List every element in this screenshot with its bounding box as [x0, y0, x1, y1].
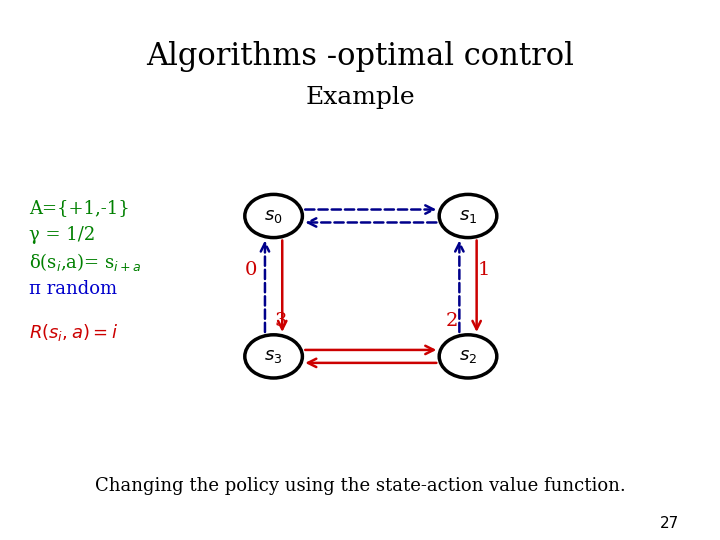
Text: Changing the policy using the state-action value function.: Changing the policy using the state-acti… [94, 477, 626, 495]
Text: γ = 1/2: γ = 1/2 [29, 226, 95, 244]
Text: δ(s$_i$,a)= s$_{i+a}$: δ(s$_i$,a)= s$_{i+a}$ [29, 251, 142, 273]
Text: 2: 2 [446, 312, 459, 330]
Circle shape [439, 335, 497, 378]
Text: Algorithms -optimal control: Algorithms -optimal control [146, 41, 574, 72]
Circle shape [439, 194, 497, 238]
Text: 1: 1 [477, 261, 490, 279]
Text: $s_0$: $s_0$ [264, 207, 283, 225]
Circle shape [245, 194, 302, 238]
Text: 27: 27 [660, 516, 679, 531]
Text: $R(s_i, a) = i$: $R(s_i, a) = i$ [29, 322, 118, 342]
Text: A={+1,-1}: A={+1,-1} [29, 199, 130, 217]
Circle shape [245, 335, 302, 378]
Text: $s_1$: $s_1$ [459, 207, 477, 225]
Text: Example: Example [305, 86, 415, 109]
Text: π random: π random [29, 280, 117, 298]
Text: $s_3$: $s_3$ [264, 347, 283, 366]
Text: 0: 0 [244, 261, 257, 279]
Text: 3: 3 [274, 312, 287, 330]
Text: $s_2$: $s_2$ [459, 347, 477, 366]
